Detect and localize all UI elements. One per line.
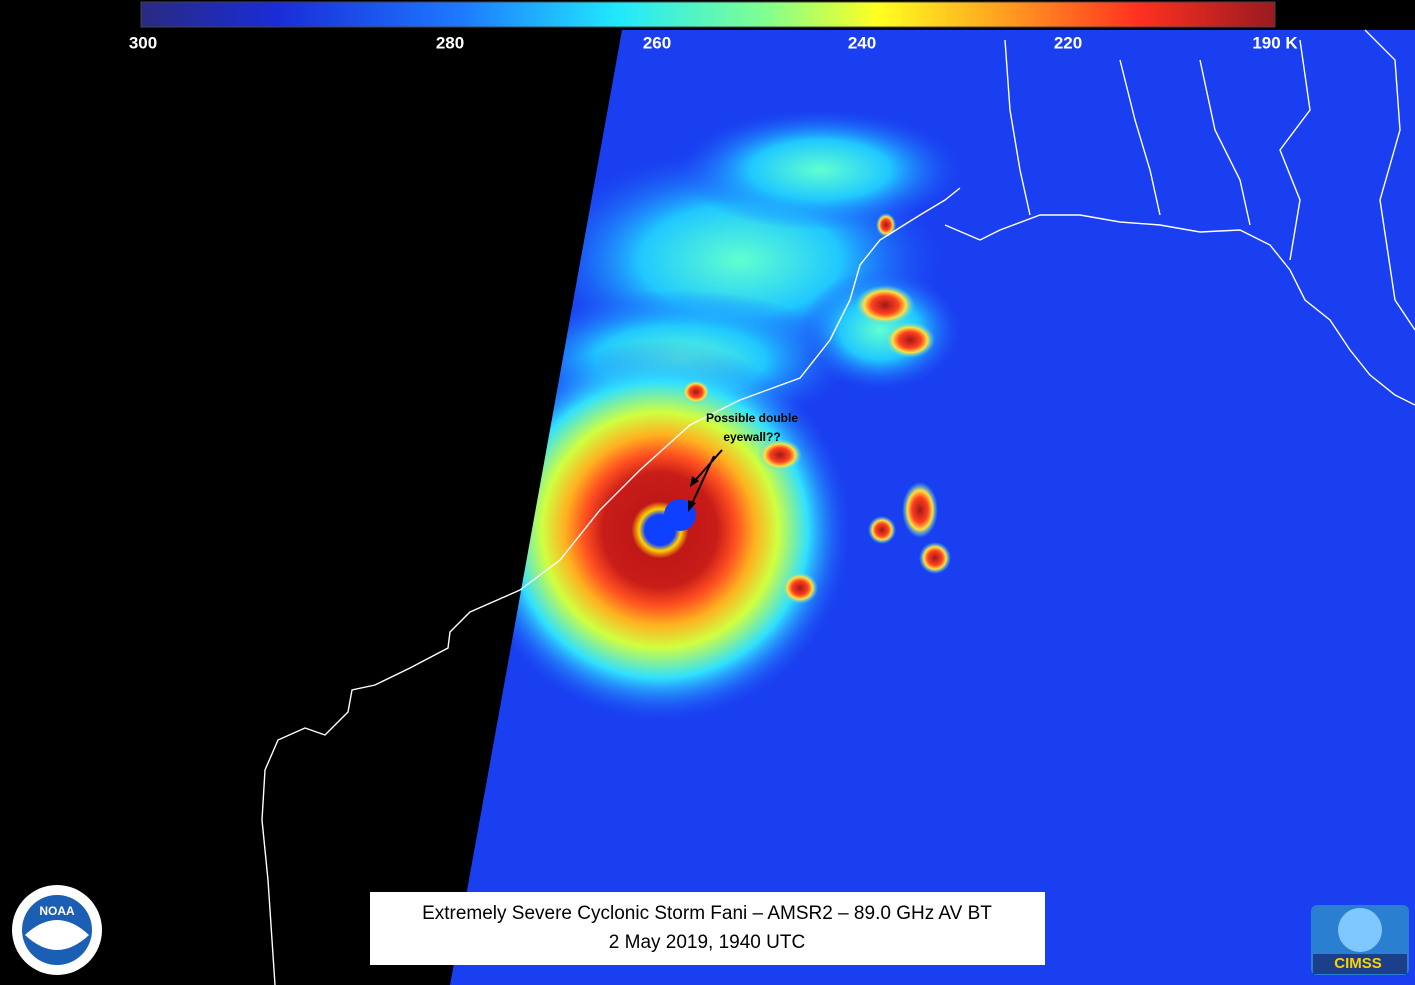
arrowhead <box>690 476 699 487</box>
border <box>1279 39 1311 261</box>
coastline-bangladesh <box>944 214 1415 406</box>
convective-cell <box>902 482 938 538</box>
river <box>1004 39 1031 216</box>
arrowhead <box>688 500 696 512</box>
colorbar-labels: 300 280 260 240 220 190 K <box>129 33 1299 52</box>
colorbar-label: 190 K <box>1252 33 1298 52</box>
colorbar-label: 240 <box>848 33 876 52</box>
colorbar-label: 280 <box>436 33 464 52</box>
logo-bird <box>25 920 89 950</box>
annotation-text: eyewall?? <box>723 430 780 444</box>
caption-title: Extremely Severe Cyclonic Storm Fani – A… <box>422 903 992 924</box>
convective-cell <box>682 380 710 404</box>
annotation: Possible double eyewall?? <box>688 411 798 512</box>
arrow <box>689 455 715 509</box>
convective-cell <box>782 572 818 604</box>
annotation-text: Possible double <box>706 411 798 425</box>
coastline <box>261 29 1415 985</box>
rain-band <box>800 270 960 390</box>
river <box>1119 59 1161 216</box>
convective-cell <box>919 542 951 574</box>
convective-cell <box>876 213 896 237</box>
logo-text: CIMSS <box>1334 955 1382 972</box>
colorbar-label: 300 <box>129 33 157 52</box>
logo-globe <box>1338 908 1382 952</box>
colorbar-label: 260 <box>643 33 671 52</box>
river <box>1199 59 1251 226</box>
caption-date: 2 May 2019, 1940 UTC <box>609 932 805 953</box>
noaa-logo: NOAA <box>12 885 102 975</box>
logo-band <box>1313 954 1407 974</box>
convective-cell <box>758 439 802 471</box>
logo-text: NOAA <box>39 904 75 918</box>
convective-cell <box>855 285 915 325</box>
caption-box <box>370 892 1045 965</box>
cyclone <box>470 340 850 720</box>
coastline-india <box>261 187 961 985</box>
swath <box>450 30 1415 985</box>
cimss-logo: CIMSS <box>1311 905 1409 975</box>
convective-cell <box>885 322 935 358</box>
colorbar-label: 220 <box>1054 33 1082 52</box>
convective-cell <box>868 516 896 544</box>
border <box>1364 29 1415 331</box>
rain-band <box>680 110 960 230</box>
arrow <box>691 449 723 485</box>
colorbar <box>140 1 1276 28</box>
